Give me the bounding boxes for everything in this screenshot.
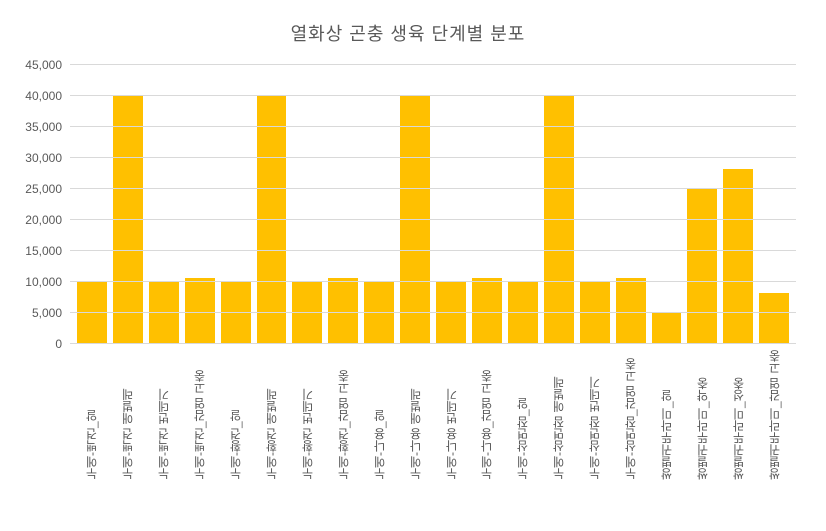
bar bbox=[652, 312, 682, 343]
bar-slot bbox=[361, 64, 397, 343]
grid-line: 20,000 bbox=[70, 219, 796, 220]
bar bbox=[185, 278, 215, 343]
y-tick-label: 15,000 bbox=[25, 244, 70, 258]
plot-area: 0 5,000 10,000 15,000 20,000 25,000 30,000 35,0… bbox=[70, 64, 796, 344]
x-tick-label: 누에-삼면잠_알 bbox=[514, 350, 531, 480]
bars-group bbox=[70, 64, 796, 343]
x-label-slot: 누에-황견_알 bbox=[218, 344, 254, 480]
x-label-slot: 누에-삼면잠_감염 고충 bbox=[613, 344, 649, 480]
x-tick-label: 누에-백견_알 bbox=[83, 350, 100, 480]
chart-container: 열화상 곤충 생육 단계별 분포 0 5,000 10,000 15,000 20,00… bbox=[0, 0, 826, 531]
x-label-slot: 쌍별귀뚜라미_감염 고충 bbox=[756, 344, 792, 480]
bar-slot bbox=[254, 64, 290, 343]
y-tick-label: 20,000 bbox=[25, 213, 70, 227]
bar-slot bbox=[649, 64, 685, 343]
x-label-slot: 누에-황견 번데기 bbox=[289, 344, 325, 480]
x-tick-label: 쌍별귀뚜라미_약충 bbox=[694, 350, 711, 480]
y-tick-label: 45,000 bbox=[25, 58, 70, 72]
grid-line: 15,000 bbox=[70, 250, 796, 251]
x-label-slot: 쌍별귀뚜라미_약충 bbox=[684, 344, 720, 480]
y-tick-label: 5,000 bbox=[32, 306, 70, 320]
bar-slot bbox=[182, 64, 218, 343]
bar-slot bbox=[325, 64, 361, 343]
x-label-slot: 쌍별귀뚜라미_성충 bbox=[720, 344, 756, 480]
bar-slot bbox=[720, 64, 756, 343]
x-tick-label: 누에-백견 번데기 bbox=[155, 350, 172, 480]
x-tick-label: 누에-황견_감염 고충 bbox=[335, 350, 352, 480]
bar-slot bbox=[146, 64, 182, 343]
x-label-slot: 누에-백견 애벌레 bbox=[110, 344, 146, 480]
bar-slot bbox=[541, 64, 577, 343]
grid-line: 5,000 bbox=[70, 312, 796, 313]
x-label-slot: 누에-백견_알 bbox=[74, 344, 110, 480]
y-tick-label: 30,000 bbox=[25, 151, 70, 165]
x-tick-label: 누에-백견 애벌레 bbox=[119, 350, 136, 480]
bar-slot bbox=[505, 64, 541, 343]
bar-slot bbox=[74, 64, 110, 343]
x-tick-label: 누에-나용_감염 고충 bbox=[478, 350, 495, 480]
bar-slot bbox=[469, 64, 505, 343]
grid-line: 10,000 bbox=[70, 281, 796, 282]
x-tick-label: 쌍별귀뚜라미_감염 고충 bbox=[766, 350, 783, 480]
y-tick-label: 35,000 bbox=[25, 120, 70, 134]
x-tick-label: 누에-삼면잠 번데기 bbox=[586, 350, 603, 480]
grid-line: 40,000 bbox=[70, 95, 796, 96]
grid-line: 0 bbox=[70, 343, 796, 344]
bar bbox=[759, 293, 789, 343]
y-tick-label: 0 bbox=[55, 337, 70, 351]
x-label-slot: 누에-삼면잠_알 bbox=[505, 344, 541, 480]
bar-slot bbox=[397, 64, 433, 343]
x-label-slot: 누에-백견_감염 고충 bbox=[182, 344, 218, 480]
chart-title: 열화상 곤충 생육 단계별 분포 bbox=[10, 20, 806, 46]
bar-slot bbox=[110, 64, 146, 343]
bar-slot bbox=[433, 64, 469, 343]
bar-slot bbox=[756, 64, 792, 343]
grid-line: 45,000 bbox=[70, 64, 796, 65]
x-tick-label: 쌍별귀뚜라미_알 bbox=[658, 350, 675, 480]
bar-slot bbox=[613, 64, 649, 343]
x-tick-label: 쌍별귀뚜라미_성충 bbox=[730, 350, 747, 480]
y-tick-label: 10,000 bbox=[25, 275, 70, 289]
x-tick-label: 누에-황견_알 bbox=[227, 350, 244, 480]
x-label-slot: 누에-나용_감염 고충 bbox=[469, 344, 505, 480]
x-label-slot: 누에-삼면잠 번데기 bbox=[577, 344, 613, 480]
bar bbox=[328, 278, 358, 343]
x-tick-label: 누에-삼면잠 애벌레 bbox=[550, 350, 567, 480]
bar bbox=[616, 278, 646, 343]
x-tick-label: 누에-황견 번데기 bbox=[299, 350, 316, 480]
x-tick-label: 누에-나용 번데기 bbox=[443, 350, 460, 480]
bar-slot bbox=[218, 64, 254, 343]
bar-slot bbox=[577, 64, 613, 343]
x-label-slot: 누에-나용_알 bbox=[361, 344, 397, 480]
x-label-slot: 누에-나용 애벌레 bbox=[397, 344, 433, 480]
y-tick-label: 40,000 bbox=[25, 89, 70, 103]
grid-line: 35,000 bbox=[70, 126, 796, 127]
x-tick-label: 누에-황견 애벌레 bbox=[263, 350, 280, 480]
x-label-slot: 누에-백견 번데기 bbox=[146, 344, 182, 480]
grid-line: 30,000 bbox=[70, 157, 796, 158]
x-label-slot: 누에-나용 번데기 bbox=[433, 344, 469, 480]
bar bbox=[472, 278, 502, 343]
x-tick-label: 누에-나용_알 bbox=[371, 350, 388, 480]
x-label-slot: 쌍별귀뚜라미_알 bbox=[649, 344, 685, 480]
bar-slot bbox=[684, 64, 720, 343]
x-tick-label: 누에-나용 애벌레 bbox=[407, 350, 424, 480]
bar bbox=[687, 188, 717, 343]
grid-line: 25,000 bbox=[70, 188, 796, 189]
x-label-slot: 누에-황견_감염 고충 bbox=[325, 344, 361, 480]
x-label-slot: 누에-황견 애벌레 bbox=[254, 344, 290, 480]
x-tick-label: 누에-백견_감염 고충 bbox=[191, 350, 208, 480]
x-axis-labels: 누에-백견_알 누에-백견 애벌레 누에-백견 번데기 누에-백견_감염 고충 누에-황… bbox=[70, 344, 796, 480]
x-label-slot: 누에-삼면잠 애벌레 bbox=[541, 344, 577, 480]
bar bbox=[723, 169, 753, 343]
x-tick-label: 누에-삼면잠_감염 고충 bbox=[622, 350, 639, 480]
y-tick-label: 25,000 bbox=[25, 182, 70, 196]
bar-slot bbox=[289, 64, 325, 343]
